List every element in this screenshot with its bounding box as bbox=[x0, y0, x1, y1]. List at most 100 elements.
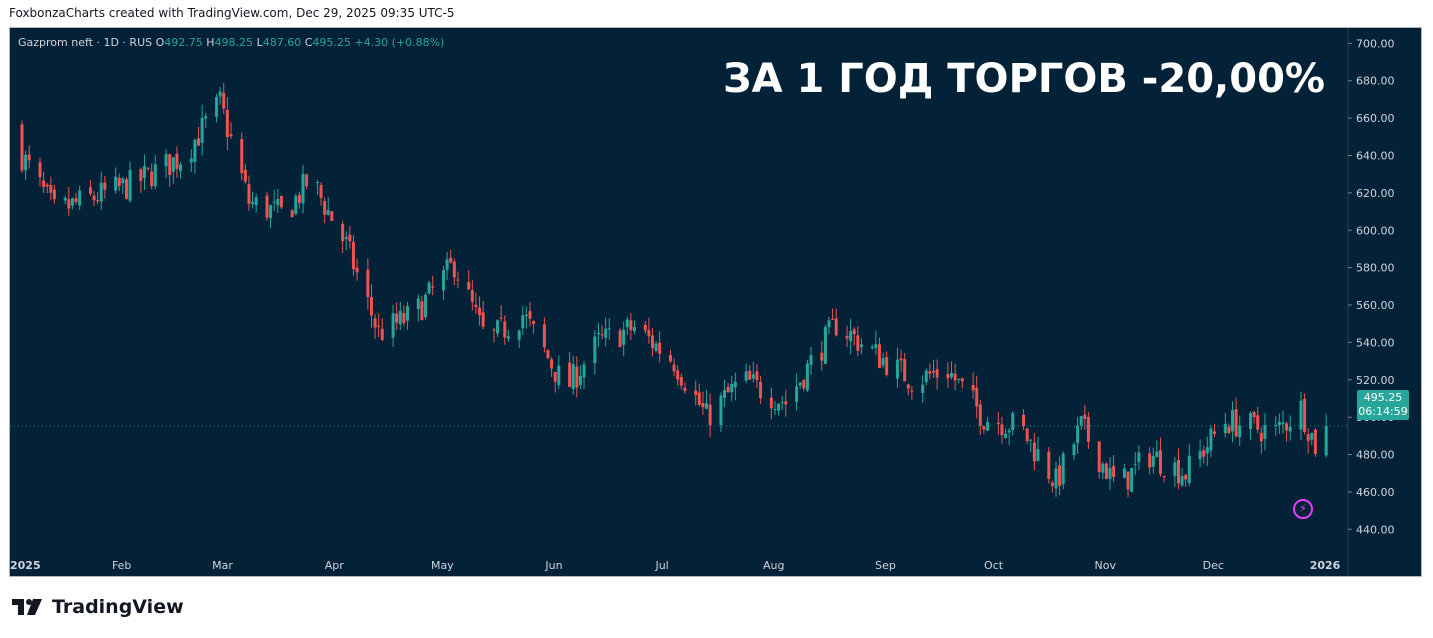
candle-body bbox=[524, 314, 528, 317]
candle-body bbox=[1277, 421, 1281, 425]
candle-body bbox=[802, 380, 806, 389]
candle-body bbox=[1281, 422, 1285, 425]
candle-body bbox=[906, 384, 910, 389]
candle-body bbox=[1072, 444, 1076, 456]
candle-body bbox=[1000, 424, 1004, 436]
candle-body bbox=[474, 304, 478, 308]
candle-body bbox=[305, 174, 309, 187]
candle-body bbox=[784, 401, 788, 405]
candle-body bbox=[1202, 450, 1206, 457]
candle-body bbox=[629, 320, 633, 331]
candle-body bbox=[957, 378, 961, 380]
candle-body bbox=[128, 169, 132, 201]
candle-body bbox=[931, 370, 935, 373]
tradingview-logo-icon bbox=[12, 599, 42, 615]
candle-body bbox=[225, 109, 229, 137]
y-tick-label: 700.00 bbox=[1356, 37, 1395, 50]
candle-body bbox=[542, 324, 546, 348]
candle-body bbox=[625, 319, 629, 328]
candle-body bbox=[1288, 426, 1292, 432]
tradingview-logo[interactable]: TradingView bbox=[12, 596, 184, 618]
candle-body bbox=[532, 321, 536, 325]
candle-body bbox=[593, 336, 597, 364]
candle-body bbox=[910, 390, 914, 392]
candle-body bbox=[78, 190, 82, 206]
y-tick-label: 660.00 bbox=[1356, 112, 1395, 125]
candle-body bbox=[528, 311, 532, 319]
candle-body bbox=[946, 374, 950, 379]
candle-body bbox=[845, 335, 849, 339]
candle-body bbox=[42, 180, 46, 187]
candle-body bbox=[420, 301, 424, 321]
candle-body bbox=[1209, 428, 1213, 451]
candle-body bbox=[986, 421, 990, 431]
candle-body bbox=[168, 154, 172, 175]
candle-body bbox=[1158, 450, 1162, 474]
candle-body bbox=[1122, 468, 1126, 478]
candle-body bbox=[521, 315, 525, 329]
candle-body bbox=[294, 196, 298, 214]
candle-body bbox=[319, 185, 323, 198]
candle-body bbox=[391, 313, 395, 338]
candle-body bbox=[1234, 409, 1238, 437]
candle-body bbox=[1029, 439, 1033, 441]
candle-body bbox=[499, 317, 503, 319]
candle-body bbox=[1058, 465, 1062, 486]
candle-body bbox=[773, 409, 777, 411]
candle-body bbox=[1133, 463, 1137, 465]
headline-annotation: ЗА 1 ГОД ТОРГОВ -20,00% bbox=[723, 56, 1325, 102]
chart-panel[interactable]: 440.00460.00480.00500.00520.00540.00560.… bbox=[9, 27, 1422, 577]
last-price-value: 495.25 bbox=[1363, 391, 1403, 404]
candle-body bbox=[265, 195, 269, 218]
low-value: 487.60 bbox=[262, 36, 302, 49]
candle-body bbox=[960, 378, 964, 382]
candle-body bbox=[1061, 453, 1065, 485]
candle-body bbox=[153, 164, 157, 187]
candle-body bbox=[1126, 471, 1130, 490]
candle-body bbox=[348, 234, 352, 242]
bar-countdown: 06:14:59 bbox=[1358, 405, 1408, 418]
candle-body bbox=[809, 355, 813, 366]
candle-body bbox=[175, 153, 179, 169]
candle-body bbox=[38, 162, 42, 178]
candlestick-chart[interactable]: 440.00460.00480.00500.00520.00540.00560.… bbox=[10, 28, 1421, 576]
candle-body bbox=[582, 364, 586, 378]
candle-body bbox=[272, 201, 276, 203]
candle-body bbox=[575, 366, 579, 388]
candle-body bbox=[344, 236, 348, 240]
candle-body bbox=[1079, 415, 1083, 426]
candle-body bbox=[276, 198, 280, 206]
candle-body bbox=[290, 210, 294, 218]
candle-body bbox=[369, 297, 373, 316]
candle-body bbox=[517, 330, 521, 340]
symbol-label[interactable]: Gazprom neft · 1D · RUS bbox=[18, 36, 153, 49]
candle-body bbox=[1184, 474, 1188, 480]
candle-body bbox=[503, 321, 507, 338]
candle-body bbox=[398, 310, 402, 325]
candle-body bbox=[114, 176, 118, 191]
candle-body bbox=[1130, 467, 1134, 492]
candle-body bbox=[99, 182, 103, 202]
candle-body bbox=[269, 205, 273, 219]
candle-body bbox=[366, 269, 370, 297]
candle-body bbox=[1256, 415, 1260, 430]
candle-body bbox=[1036, 449, 1040, 461]
candle-body bbox=[643, 324, 647, 331]
candle-body bbox=[654, 343, 658, 351]
candle-body bbox=[705, 403, 709, 409]
candle-body bbox=[251, 201, 255, 204]
candle-body bbox=[982, 426, 986, 430]
last-price-badge: 495.25 06:14:59 bbox=[1357, 390, 1409, 420]
candle-body bbox=[1176, 459, 1180, 484]
candle-body bbox=[142, 166, 146, 178]
candle-body bbox=[719, 395, 723, 425]
x-tick-label: Dec bbox=[1203, 559, 1224, 572]
candle-body bbox=[679, 376, 683, 386]
candle-body bbox=[632, 326, 636, 332]
candle-body bbox=[607, 328, 611, 330]
candle-body bbox=[596, 332, 600, 335]
lightning-bolt-icon[interactable]: ⚡ bbox=[1293, 499, 1313, 519]
candle-body bbox=[895, 359, 899, 379]
candle-body bbox=[831, 318, 835, 320]
candle-body bbox=[355, 267, 359, 273]
